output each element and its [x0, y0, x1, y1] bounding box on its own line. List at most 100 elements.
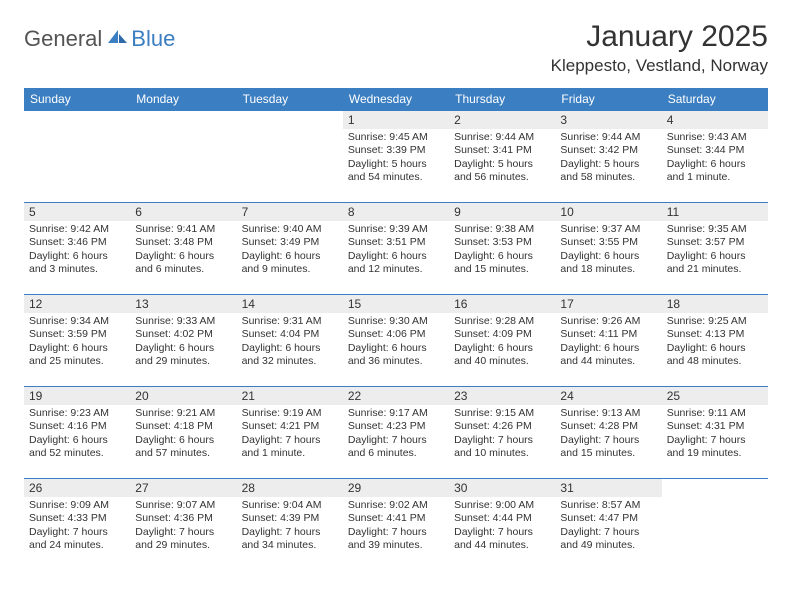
- detail-line: Sunrise: 9:23 AM: [29, 407, 125, 420]
- day-number: 29: [343, 479, 449, 497]
- detail-line: Sunset: 4:23 PM: [348, 420, 444, 433]
- detail-line: Sunset: 4:31 PM: [667, 420, 763, 433]
- day-details: Sunrise: 9:13 AMSunset: 4:28 PMDaylight:…: [555, 405, 661, 464]
- calendar-cell: 31Sunrise: 8:57 AMSunset: 4:47 PMDayligh…: [555, 479, 661, 571]
- day-details: Sunrise: 9:45 AMSunset: 3:39 PMDaylight:…: [343, 129, 449, 188]
- calendar-cell: 30Sunrise: 9:00 AMSunset: 4:44 PMDayligh…: [449, 479, 555, 571]
- detail-line: Sunrise: 9:31 AM: [242, 315, 338, 328]
- detail-line: Daylight: 6 hours: [560, 342, 656, 355]
- detail-line: Daylight: 5 hours: [454, 158, 550, 171]
- detail-line: and 32 minutes.: [242, 355, 338, 368]
- day-details: Sunrise: 9:31 AMSunset: 4:04 PMDaylight:…: [237, 313, 343, 372]
- weekday-header: Thursday: [449, 88, 555, 111]
- detail-line: Sunset: 3:57 PM: [667, 236, 763, 249]
- detail-line: and 57 minutes.: [135, 447, 231, 460]
- detail-line: and 3 minutes.: [29, 263, 125, 276]
- calendar-cell: 2Sunrise: 9:44 AMSunset: 3:41 PMDaylight…: [449, 111, 555, 203]
- detail-line: Sunset: 4:47 PM: [560, 512, 656, 525]
- detail-line: Sunset: 4:28 PM: [560, 420, 656, 433]
- detail-line: and 19 minutes.: [667, 447, 763, 460]
- calendar-row: 26Sunrise: 9:09 AMSunset: 4:33 PMDayligh…: [24, 479, 768, 571]
- detail-line: Sunrise: 9:39 AM: [348, 223, 444, 236]
- detail-line: Sunset: 3:44 PM: [667, 144, 763, 157]
- weekday-header: Friday: [555, 88, 661, 111]
- detail-line: [135, 144, 231, 157]
- day-details: Sunrise: 9:30 AMSunset: 4:06 PMDaylight:…: [343, 313, 449, 372]
- calendar-cell: 19Sunrise: 9:23 AMSunset: 4:16 PMDayligh…: [24, 387, 130, 479]
- detail-line: [29, 144, 125, 157]
- detail-line: [242, 144, 338, 157]
- detail-line: Daylight: 6 hours: [667, 158, 763, 171]
- detail-line: Daylight: 7 hours: [454, 526, 550, 539]
- day-details: [237, 129, 343, 188]
- detail-line: Sunrise: 9:17 AM: [348, 407, 444, 420]
- brand-text-1: General: [24, 26, 102, 52]
- calendar-cell: 4 Sunrise: 9:43 AMSunset: 3:44 PMDaylight…: [662, 111, 768, 203]
- detail-line: Sunrise: 9:28 AM: [454, 315, 550, 328]
- detail-line: Sunrise: 9:25 AM: [667, 315, 763, 328]
- calendar-row: 12Sunrise: 9:34 AMSunset: 3:59 PMDayligh…: [24, 295, 768, 387]
- day-number: 28: [237, 479, 343, 497]
- detail-line: Sunrise: 9:19 AM: [242, 407, 338, 420]
- detail-line: Sunrise: 9:21 AM: [135, 407, 231, 420]
- detail-line: Sunrise: 9:30 AM: [348, 315, 444, 328]
- calendar-cell: 13Sunrise: 9:33 AMSunset: 4:02 PMDayligh…: [130, 295, 236, 387]
- detail-line: Sunset: 3:46 PM: [29, 236, 125, 249]
- detail-line: and 12 minutes.: [348, 263, 444, 276]
- day-details: Sunrise: 9:25 AMSunset: 4:13 PMDaylight:…: [662, 313, 768, 372]
- calendar-cell: 26Sunrise: 9:09 AMSunset: 4:33 PMDayligh…: [24, 479, 130, 571]
- detail-line: [667, 526, 763, 539]
- weekday-header: Monday: [130, 88, 236, 111]
- day-details: Sunrise: 9:35 AMSunset: 3:57 PMDaylight:…: [662, 221, 768, 280]
- page: General Blue January 2025 Kleppesto, Ves…: [0, 0, 792, 591]
- day-number: 23: [449, 387, 555, 405]
- day-number: 4: [662, 111, 768, 129]
- detail-line: Sunrise: 9:40 AM: [242, 223, 338, 236]
- detail-line: Daylight: 7 hours: [29, 526, 125, 539]
- detail-line: Sunset: 4:04 PM: [242, 328, 338, 341]
- calendar-cell: [130, 111, 236, 203]
- day-details: Sunrise: 9:40 AMSunset: 3:49 PMDaylight:…: [237, 221, 343, 280]
- calendar-cell: 6Sunrise: 9:41 AMSunset: 3:48 PMDaylight…: [130, 203, 236, 295]
- detail-line: and 6 minutes.: [348, 447, 444, 460]
- day-number: 31: [555, 479, 661, 497]
- detail-line: Sunset: 4:33 PM: [29, 512, 125, 525]
- calendar-cell: 22Sunrise: 9:17 AMSunset: 4:23 PMDayligh…: [343, 387, 449, 479]
- detail-line: Sunrise: 9:37 AM: [560, 223, 656, 236]
- detail-line: Sunrise: 9:15 AM: [454, 407, 550, 420]
- detail-line: Sunset: 3:48 PM: [135, 236, 231, 249]
- day-details: Sunrise: 8:57 AMSunset: 4:47 PMDaylight:…: [555, 497, 661, 556]
- detail-line: [29, 131, 125, 144]
- detail-line: Daylight: 7 hours: [242, 434, 338, 447]
- day-details: Sunrise: 9:02 AMSunset: 4:41 PMDaylight:…: [343, 497, 449, 556]
- detail-line: Daylight: 6 hours: [135, 434, 231, 447]
- detail-line: Daylight: 6 hours: [348, 250, 444, 263]
- day-details: Sunrise: 9:41 AMSunset: 3:48 PMDaylight:…: [130, 221, 236, 280]
- day-details: Sunrise: 9:07 AMSunset: 4:36 PMDaylight:…: [130, 497, 236, 556]
- detail-line: and 54 minutes.: [348, 171, 444, 184]
- calendar-cell: 28Sunrise: 9:04 AMSunset: 4:39 PMDayligh…: [237, 479, 343, 571]
- day-number: 19: [24, 387, 130, 405]
- calendar-cell: 12Sunrise: 9:34 AMSunset: 3:59 PMDayligh…: [24, 295, 130, 387]
- detail-line: Sunrise: 9:43 AM: [667, 131, 763, 144]
- day-number: 27: [130, 479, 236, 497]
- day-details: Sunrise: 9:00 AMSunset: 4:44 PMDaylight:…: [449, 497, 555, 556]
- detail-line: Daylight: 6 hours: [242, 250, 338, 263]
- calendar-cell: 27Sunrise: 9:07 AMSunset: 4:36 PMDayligh…: [130, 479, 236, 571]
- day-number: 22: [343, 387, 449, 405]
- calendar-row: 19Sunrise: 9:23 AMSunset: 4:16 PMDayligh…: [24, 387, 768, 479]
- title-block: January 2025 Kleppesto, Vestland, Norway: [551, 20, 768, 76]
- detail-line: Sunset: 3:39 PM: [348, 144, 444, 157]
- detail-line: [242, 131, 338, 144]
- detail-line: Daylight: 6 hours: [454, 342, 550, 355]
- detail-line: Sunrise: 9:07 AM: [135, 499, 231, 512]
- day-number: 20: [130, 387, 236, 405]
- day-number: 17: [555, 295, 661, 313]
- detail-line: [242, 171, 338, 184]
- detail-line: Sunset: 4:39 PM: [242, 512, 338, 525]
- detail-line: Sunrise: 9:33 AM: [135, 315, 231, 328]
- day-details: Sunrise: 9:42 AMSunset: 3:46 PMDaylight:…: [24, 221, 130, 280]
- detail-line: Sunset: 3:41 PM: [454, 144, 550, 157]
- calendar-cell: 5Sunrise: 9:42 AMSunset: 3:46 PMDaylight…: [24, 203, 130, 295]
- detail-line: Sunset: 3:55 PM: [560, 236, 656, 249]
